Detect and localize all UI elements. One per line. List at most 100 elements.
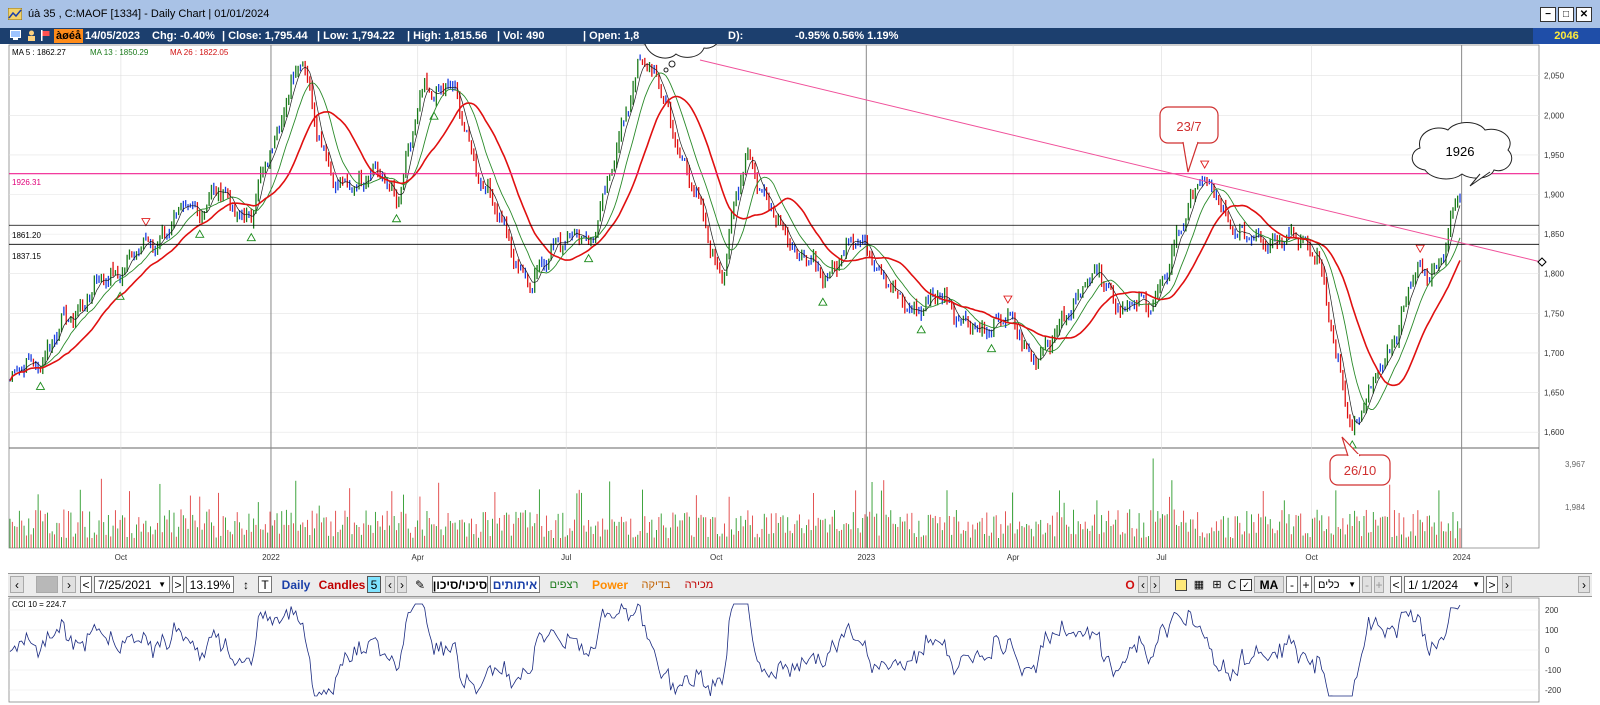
quote-low: | Low: 1,794.22 [317, 30, 395, 42]
cci-label: CCI 10 = 224.7 [12, 600, 67, 609]
maximize-button[interactable]: □ [1558, 7, 1574, 22]
ma26-legend: MA 26 : 1822.05 [170, 48, 229, 57]
cci-panel[interactable]: CCI 10 = 224.7 200 100 0 -100 -200 [0, 596, 1600, 705]
tools-minus-button[interactable]: - [1362, 576, 1372, 593]
buy-signal-marker [583, 253, 594, 263]
sequences-button[interactable]: רצפים [549, 578, 579, 591]
end-date-next-button[interactable]: > [1486, 576, 1498, 593]
window-title: úà 35 , C:MAOF [1334] - Daily Chart | 01… [28, 8, 270, 20]
jul-callout-text: 23/7 [1176, 119, 1201, 134]
tools-select-label: כלים [1318, 578, 1340, 591]
ma-minus-button[interactable]: - [1286, 576, 1298, 593]
buy-signal-marker [115, 291, 125, 300]
ma5-line [9, 63, 1461, 425]
cci-grid [9, 609, 1539, 691]
sell-signal-marker [1003, 295, 1013, 304]
tools-select[interactable]: כלים ▼ [1314, 576, 1360, 593]
sell-signal-marker [1199, 160, 1210, 169]
o-button[interactable]: O [1125, 577, 1135, 592]
price-axis: 2,050 2,000 1,950 1,900 1,850 1,800 1,750 1,700… [1544, 72, 1565, 437]
ma13-line [9, 72, 1461, 410]
trendline [699, 59, 1542, 263]
chart-app-icon [8, 8, 22, 20]
candles-button[interactable]: Candles [318, 577, 366, 592]
quote-percent-values: -0.95% 0.56% 1.19% [795, 30, 899, 42]
scroll-right-button[interactable]: › [62, 576, 76, 593]
jul-callout-annotation: 23/7 [1159, 106, 1219, 173]
time-tick-label: Oct [1305, 553, 1318, 562]
percent-field[interactable]: 13.19% [186, 576, 234, 593]
person-icon[interactable] [26, 30, 37, 41]
volume-bars [9, 458, 1461, 548]
date-prev-button[interactable]: < [80, 576, 92, 593]
start-date-value: 7/25/2021 [98, 577, 152, 592]
cci-tick-label: -200 [1545, 686, 1562, 695]
time-tick-label: Jul [561, 553, 571, 562]
c-button[interactable]: C [1227, 577, 1237, 592]
sell-button[interactable]: מכירה [684, 578, 714, 591]
buy-signal-marker [986, 343, 997, 353]
quote-change: Chg: -0.40% [152, 30, 215, 42]
risk-chance-button[interactable]: סיכוי/סיכון [432, 576, 488, 593]
ma-button[interactable]: MA [1254, 576, 1284, 593]
scroll-right-far-button[interactable]: › [1578, 576, 1590, 593]
right-cloud-annotation: 1926 [1411, 122, 1513, 187]
trendline-handle[interactable] [1537, 257, 1547, 267]
chevron-down-icon: ▼ [158, 580, 166, 589]
cci-tick-label: -100 [1545, 666, 1562, 675]
ma26-line [9, 95, 1461, 387]
power-button[interactable]: Power [591, 577, 628, 592]
color-square-icon[interactable] [1174, 576, 1188, 593]
ma5-legend: MA 5 : 1862.27 [12, 48, 66, 57]
horizontal-levels [9, 173, 1539, 245]
price-tick-label: 1,850 [1544, 230, 1565, 239]
price-chart[interactable]: MA 5 : 1862.27 MA 13 : 1850.29 MA 26 : 1… [0, 44, 1600, 573]
layers-icon[interactable]: ⊞ [1212, 579, 1222, 591]
eraser-icon[interactable]: ✎ [414, 577, 426, 592]
ma-plus-button[interactable]: + [1300, 576, 1312, 593]
daily-button[interactable]: Daily [281, 577, 311, 592]
check-button[interactable]: בדיקה [641, 578, 671, 591]
monitor-icon[interactable] [10, 30, 21, 41]
time-tick-label: 2023 [857, 553, 875, 562]
close-button[interactable]: ✕ [1576, 7, 1592, 22]
end-date-prev-button[interactable]: < [1390, 576, 1402, 593]
date-next-button[interactable]: > [172, 576, 184, 593]
end-date-select[interactable]: 1/ 1/2024 ▼ [1404, 576, 1484, 593]
candles-up-button[interactable]: › [397, 576, 407, 593]
ma13-legend: MA 13 : 1850.29 [90, 48, 149, 57]
sell-signal-marker [141, 218, 151, 227]
time-tick-label: Jul [1156, 553, 1166, 562]
chart-toolbar: ‹ › < 7/25/2021 ▼ > 13.19% ↕ T Daily Cand… [8, 573, 1592, 597]
ma-checkbox[interactable]: ✓ [1240, 576, 1252, 593]
scroll-right-end-button[interactable]: › [1502, 576, 1512, 593]
price-tick-label: 1,800 [1544, 270, 1565, 279]
price-tick-label: 1,900 [1544, 191, 1565, 200]
candles-down-button[interactable]: ‹ [385, 576, 395, 593]
buy-signal-marker [429, 111, 439, 120]
o-prev-button[interactable]: ‹ [1138, 576, 1148, 593]
scroll-left-start-button[interactable]: ‹ [10, 576, 24, 593]
moving-averages [9, 63, 1461, 425]
volume-tick-mid: 1,984 [1565, 503, 1586, 512]
cci-axis: 200 100 0 -100 -200 [1545, 606, 1562, 695]
vertical-resize-icon[interactable]: ↕ [243, 577, 249, 592]
candles-count-field[interactable]: 5 [367, 576, 381, 593]
quote-date: 14/05/2023 [85, 30, 141, 42]
o-next-button[interactable]: › [1150, 576, 1160, 593]
cci-tick-label: 100 [1545, 626, 1559, 635]
oct-callout-annotation: 26/10 [1329, 436, 1391, 486]
scroll-thumb[interactable] [36, 576, 58, 593]
chart-grid [8, 44, 1540, 549]
t-button[interactable]: T [258, 576, 272, 593]
oct-callout-text: 26/10 [1344, 463, 1377, 478]
price-tick-label: 2,000 [1544, 111, 1565, 120]
cci-tick-label: 200 [1545, 606, 1559, 615]
buy-signal-marker [194, 229, 205, 238]
minimize-button[interactable]: − [1540, 7, 1556, 22]
signals-button[interactable]: איתותים [490, 576, 540, 593]
grid-icon[interactable]: ▦ [1193, 579, 1205, 591]
start-date-select[interactable]: 7/25/2021 ▼ [94, 576, 170, 593]
tools-plus-button[interactable]: + [1374, 576, 1384, 593]
flag-icon[interactable] [40, 30, 51, 41]
